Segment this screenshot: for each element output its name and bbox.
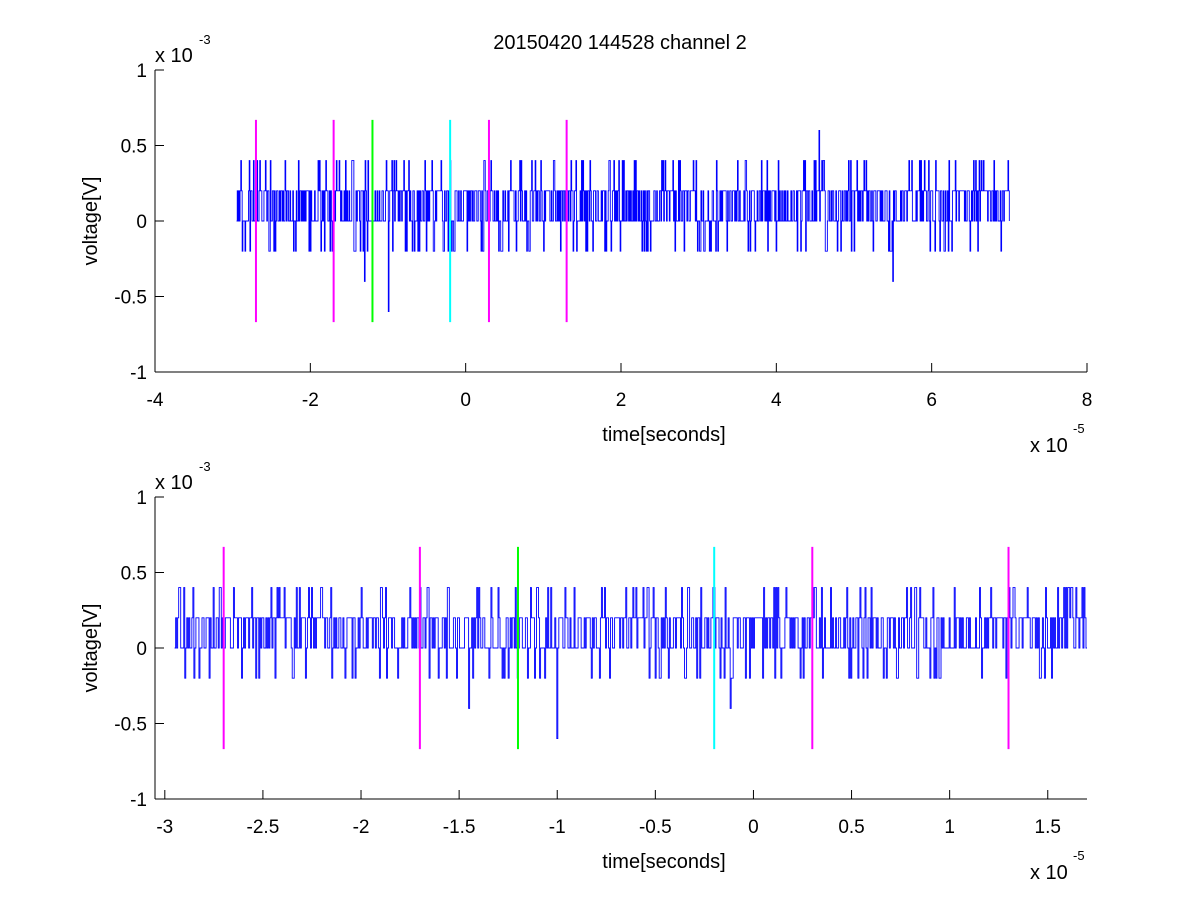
y-scale-exponent: -3	[199, 459, 211, 474]
y-scale-factor: x 10	[155, 45, 193, 67]
x-tick-label: 2	[616, 390, 627, 411]
y-tick-label: 1	[136, 61, 147, 82]
x-scale-exponent: -5	[1073, 848, 1085, 863]
x-tick-label: -1	[549, 817, 566, 838]
x-tick-label: 4	[771, 390, 782, 411]
x-axis-label: time[seconds]	[602, 424, 725, 446]
x-tick-label: 0	[748, 817, 759, 838]
x-tick-label: -4	[147, 390, 164, 411]
x-scale-factor: x 10	[1030, 862, 1068, 884]
y-axis-label: voltage[V]	[80, 604, 102, 693]
x-tick-label: 6	[926, 390, 937, 411]
y-scale-factor: x 10	[155, 472, 193, 494]
y-tick-label: 0.5	[121, 564, 147, 585]
x-scale-exponent: -5	[1073, 421, 1085, 436]
y-tick-label: -0.5	[114, 715, 147, 736]
x-scale-factor: x 10	[1030, 435, 1068, 457]
figure-title: 20150420 144528 channel 2	[493, 32, 747, 54]
signal-trace	[236, 129, 1010, 313]
y-tick-label: -0.5	[114, 288, 147, 309]
y-tick-label: 0	[136, 212, 147, 233]
y-tick-label: -1	[130, 790, 147, 811]
x-axis-label: time[seconds]	[602, 851, 725, 873]
y-tick-label: -1	[130, 363, 147, 384]
signal-trace	[174, 587, 1087, 740]
x-tick-label: 0.5	[838, 817, 864, 838]
x-tick-label: -2	[353, 817, 370, 838]
x-tick-label: 0	[460, 390, 471, 411]
y-scale-exponent: -3	[199, 32, 211, 47]
top-plot: -1 -0.5 0 0.5 1 -4 -2 0 2 4 6 8 time[seconds] voltage…	[80, 32, 1092, 457]
y-tick-label: 0.5	[121, 137, 147, 158]
bottom-plot: -1 -0.5 0 0.5 1 -3 -2.5 -2 -1.5 -1 -0.5 0 0.5 1 1.5 tim…	[80, 459, 1087, 884]
x-tick-label: 8	[1082, 390, 1093, 411]
x-tick-label: -3	[156, 817, 173, 838]
x-tick-label: 1	[944, 817, 955, 838]
x-tick-label: -1.5	[443, 817, 476, 838]
x-tick-label: 1.5	[1035, 817, 1061, 838]
x-tick-label: -2	[302, 390, 319, 411]
x-tick-label: -2.5	[247, 817, 280, 838]
y-tick-label: 1	[136, 488, 147, 509]
x-tick-label: -0.5	[639, 817, 672, 838]
y-tick-label: 0	[136, 639, 147, 660]
y-axis-label: voltage[V]	[80, 177, 102, 266]
